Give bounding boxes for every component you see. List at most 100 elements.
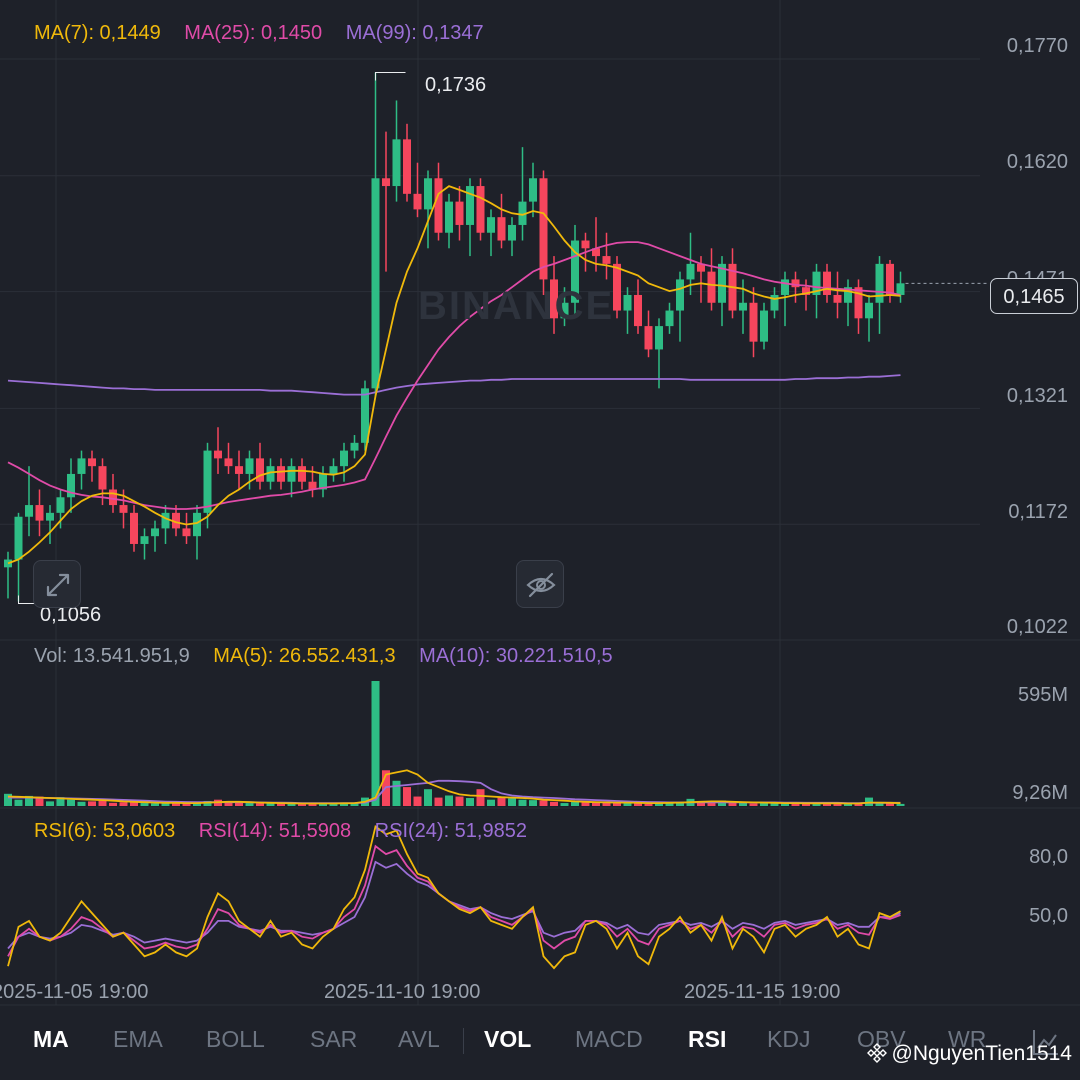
candle xyxy=(266,458,275,490)
candle xyxy=(550,256,558,334)
volume-bar xyxy=(245,803,254,806)
price-tick-label: 0,1022 xyxy=(1006,616,1068,638)
volume-bar xyxy=(182,803,191,806)
volume-bar xyxy=(802,803,810,806)
eye-off-icon xyxy=(526,572,556,598)
volume-bar xyxy=(508,798,516,806)
candle xyxy=(529,162,537,218)
fullscreen-button[interactable] xyxy=(33,560,81,608)
volume-bar xyxy=(571,801,579,806)
volume-bar xyxy=(140,803,149,806)
tab-wr[interactable]: WR xyxy=(948,1026,987,1052)
volume-bar xyxy=(550,801,558,806)
tab-kdj[interactable]: KDJ xyxy=(767,1026,811,1052)
tab-sar[interactable]: SAR xyxy=(310,1026,358,1052)
rsi24-legend: RSI(24): 51,9852 xyxy=(374,820,527,842)
volume-bar xyxy=(4,793,12,806)
candle xyxy=(539,170,548,295)
candle xyxy=(497,193,506,249)
candle xyxy=(298,458,306,490)
tab-ma[interactable]: MA xyxy=(33,1026,69,1052)
volume-bar xyxy=(644,803,653,806)
tab-boll[interactable]: BOLL xyxy=(206,1026,265,1052)
candle xyxy=(676,271,684,342)
volume-bar xyxy=(151,803,159,806)
candle xyxy=(130,505,138,552)
candle xyxy=(329,458,338,482)
volume-bar xyxy=(88,801,96,806)
candle xyxy=(224,442,233,474)
candle xyxy=(350,435,359,459)
candle xyxy=(634,279,642,334)
tab-obv[interactable]: OBV xyxy=(857,1026,906,1052)
vol-ma5-line xyxy=(7,769,901,805)
volume-bar xyxy=(875,802,884,806)
volume-bar xyxy=(455,796,464,806)
candle xyxy=(214,427,222,474)
volume-legend: Vol: 13.541.951,9 MA(5): 26.552.431,3 MA… xyxy=(34,645,631,668)
volume-bar xyxy=(655,802,663,806)
time-tick-label: 2025-11-05 19:00 xyxy=(0,981,149,1003)
volume-bar xyxy=(413,796,422,806)
expand-icon xyxy=(46,573,70,597)
volume-bar xyxy=(781,803,789,806)
volume-bar xyxy=(760,803,768,806)
candle xyxy=(518,147,527,241)
candle xyxy=(371,72,380,397)
volume-bar xyxy=(329,803,338,806)
watermark: @NguyenTien1514 xyxy=(866,1042,1072,1066)
rsi-lines xyxy=(7,824,901,970)
volume-bar xyxy=(67,799,75,806)
ma-lines xyxy=(7,185,901,565)
volume-bar xyxy=(602,802,611,806)
volume-bar xyxy=(812,803,821,806)
candle xyxy=(182,512,191,544)
price-tick-label: 0,1172 xyxy=(1008,501,1068,523)
candle xyxy=(644,310,653,358)
ma25-line xyxy=(7,241,901,510)
rsi-tick-label: 50,0 xyxy=(1029,905,1068,927)
tab-rsi[interactable]: RSI xyxy=(688,1026,727,1052)
background-logo: BINANCE xyxy=(418,284,615,328)
indicator-settings-icon[interactable] xyxy=(1030,1026,1062,1058)
tab-vol[interactable]: VOL xyxy=(484,1026,532,1052)
hide-indicators-button[interactable] xyxy=(516,560,564,608)
candle xyxy=(161,505,170,544)
candle xyxy=(728,248,737,319)
volume-bar xyxy=(823,802,831,806)
candle xyxy=(14,512,23,602)
candle xyxy=(151,520,159,552)
candle xyxy=(844,279,852,327)
candle xyxy=(476,178,485,241)
volume-bar xyxy=(487,799,495,806)
candle xyxy=(434,162,443,241)
ma99-line xyxy=(7,374,901,396)
tab-avl[interactable]: AVL xyxy=(398,1026,440,1052)
candle xyxy=(833,271,842,319)
volume-bar xyxy=(560,803,569,806)
candle xyxy=(413,162,422,218)
candle xyxy=(886,259,894,303)
candle xyxy=(802,279,810,311)
candle xyxy=(854,279,863,334)
candle xyxy=(424,170,432,249)
indicator-toolbar: MA EMA BOLL SAR AVL VOL MACD RSI KDJ OBV… xyxy=(0,1010,1080,1080)
candle xyxy=(718,256,726,327)
volume-bar xyxy=(193,803,201,806)
volume-bar xyxy=(634,803,642,806)
volume-bar xyxy=(581,801,590,806)
candle xyxy=(571,224,579,319)
volume-bar xyxy=(707,801,716,806)
candle xyxy=(823,263,831,303)
rsi6-line xyxy=(7,824,901,970)
volume-bar xyxy=(119,802,128,806)
tab-ema[interactable]: EMA xyxy=(113,1026,163,1052)
tab-macd[interactable]: MACD xyxy=(575,1026,643,1052)
candle xyxy=(277,458,285,490)
candle xyxy=(487,209,495,257)
current-price-tag: 0,1465 xyxy=(990,278,1078,314)
candle xyxy=(665,302,674,334)
candle xyxy=(193,505,201,560)
volume-bar xyxy=(623,803,632,806)
